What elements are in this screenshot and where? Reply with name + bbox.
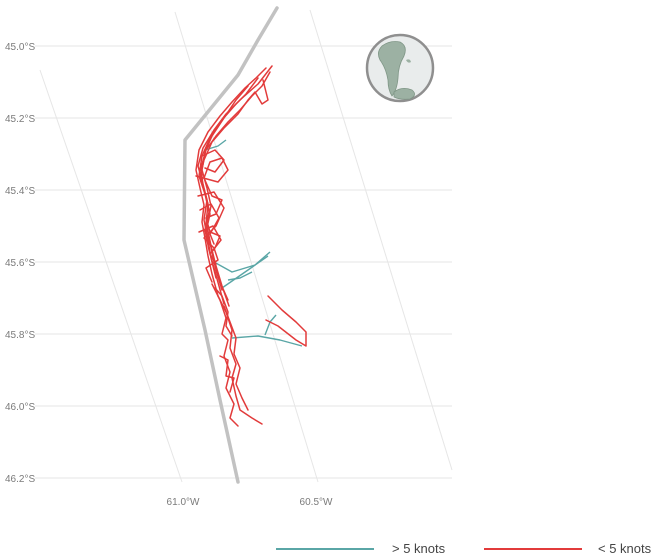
legend-label-fast: > 5 knots <box>392 541 446 556</box>
track-slow-segment <box>195 67 267 297</box>
track-slow-segment <box>211 283 239 427</box>
legend-line-slow <box>484 548 582 550</box>
track-slow-segment <box>198 77 259 305</box>
globe-south-america <box>378 41 406 97</box>
track-slow-segment <box>199 79 269 291</box>
globe-island <box>406 59 411 63</box>
lon-tick-labels: 61.0°W 60.5°W <box>167 497 333 508</box>
track-slow-segment <box>265 295 307 347</box>
globe-antarctica <box>393 88 415 100</box>
boundary-line <box>182 6 279 484</box>
lat-tick-label: 46.2°S <box>5 474 35 485</box>
track-slow-segment <box>219 355 235 393</box>
track-fast-segment <box>227 271 253 281</box>
track-fast-segment <box>231 335 303 347</box>
lon-gridline-60-0 <box>309 9 453 471</box>
legend: > 5 knots < 5 knots <box>0 535 671 560</box>
track-slow-segment <box>214 287 233 337</box>
globe-inset <box>365 33 435 103</box>
legend-line-fast <box>276 548 374 550</box>
legend-label-slow: < 5 knots <box>598 541 652 556</box>
track-slow-segment <box>197 191 225 283</box>
lat-tick-label: 45.6°S <box>5 258 35 269</box>
lon-gridline-61-0 <box>39 69 183 483</box>
track-slow-segment <box>198 225 222 265</box>
track-fast-segment <box>221 255 269 289</box>
lat-tick-label: 45.4°S <box>5 186 35 197</box>
lat-tick-label: 45.0°S <box>5 42 35 53</box>
lat-tick-label: 45.2°S <box>5 114 35 125</box>
lon-gridline-60-5 <box>174 11 319 483</box>
lon-tick-label: 61.0°W <box>167 497 200 508</box>
lat-tick-label: 45.8°S <box>5 330 35 341</box>
track-slow-segment <box>199 203 220 245</box>
lat-tick-label: 46.0°S <box>5 402 35 413</box>
lon-tick-label: 60.5°W <box>300 497 333 508</box>
graticule <box>35 9 453 483</box>
track-slow <box>195 65 307 427</box>
track-fast-segment <box>213 251 271 273</box>
track-slow-segment <box>201 149 225 173</box>
lat-tick-labels: 45.0°S 45.2°S 45.4°S 45.6°S 45.8°S 46.0°… <box>5 42 35 485</box>
track-slow-segment <box>223 305 249 411</box>
